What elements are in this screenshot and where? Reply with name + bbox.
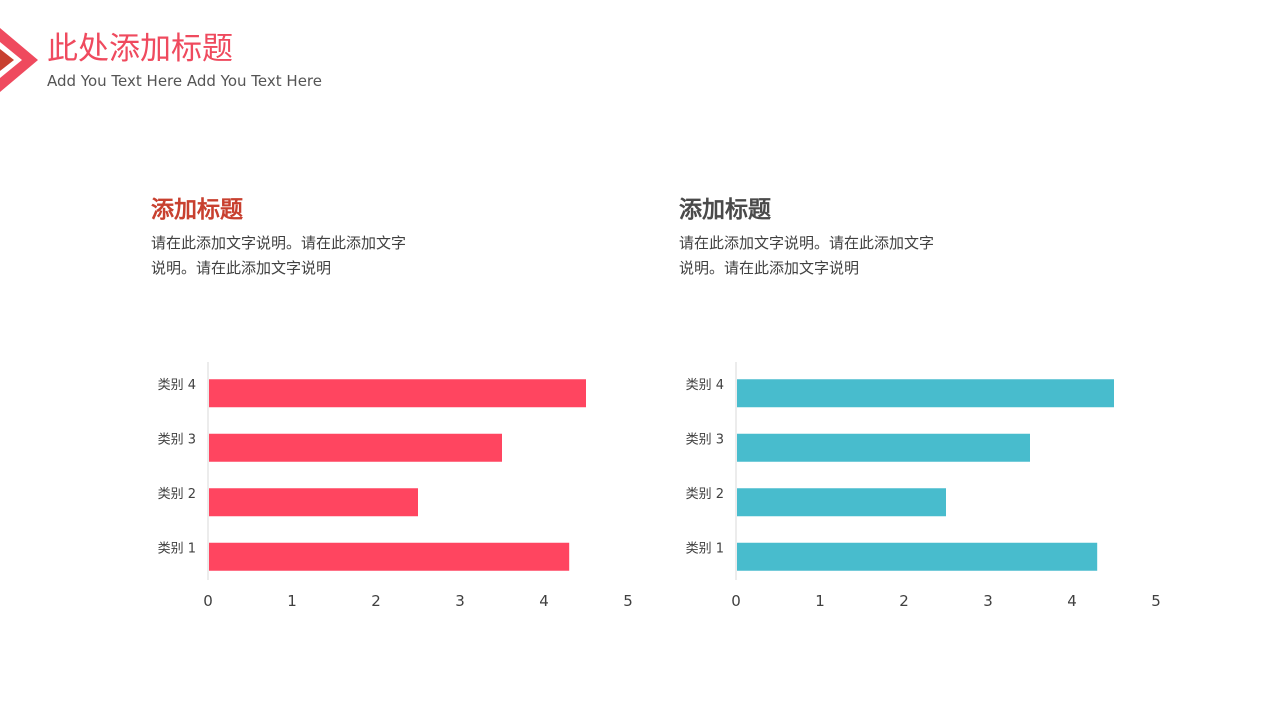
- bar-chart-left-svg: 类别 1 类别 2 类别 3 类别 4 0 1 2 3 4 5: [158, 362, 633, 610]
- description-line-1: 请在此添加文字说明。请在此添加文字: [151, 234, 407, 252]
- bar-chart-right-svg: 类别 1 类别 2 类别 3 类别 4 0 1 2 3 4 5: [686, 362, 1161, 610]
- bar-4: [737, 379, 1114, 408]
- description-line-2: 说明。请在此添加文字说明: [151, 259, 332, 277]
- bar-1: [209, 542, 570, 571]
- bar-2: [737, 488, 946, 517]
- category-label: 类别 2: [158, 487, 196, 502]
- bar-3: [737, 433, 1030, 462]
- category-label: 类别 4: [158, 378, 196, 393]
- section-description-left: 请在此添加文字说明。请在此添加文字 说明。请在此添加文字说明: [151, 231, 441, 281]
- category-label: 类别 3: [686, 432, 724, 447]
- bar-chart-left: 类别 1 类别 2 类别 3 类别 4 0 1 2 3 4 5: [140, 350, 660, 620]
- section-title-right: 添加标题: [679, 197, 771, 223]
- x-tick-label: 5: [623, 592, 633, 610]
- x-tick-label: 3: [983, 592, 993, 610]
- category-label: 类别 2: [686, 487, 724, 502]
- x-tick-label: 4: [539, 592, 549, 610]
- description-line-2: 说明。请在此添加文字说明: [679, 259, 860, 277]
- description-line-1: 请在此添加文字说明。请在此添加文字: [679, 234, 935, 252]
- x-tick-label: 1: [815, 592, 825, 610]
- category-label: 类别 4: [686, 378, 724, 393]
- category-label: 类别 1: [158, 541, 196, 556]
- section-description-right: 请在此添加文字说明。请在此添加文字 说明。请在此添加文字说明: [679, 231, 969, 281]
- x-tick-label: 0: [731, 592, 741, 610]
- x-tick-label: 2: [899, 592, 909, 610]
- x-tick-label: 4: [1067, 592, 1077, 610]
- category-label: 类别 3: [158, 432, 196, 447]
- x-tick-label: 1: [287, 592, 297, 610]
- bar-2: [209, 488, 418, 517]
- x-tick-label: 5: [1151, 592, 1161, 610]
- bar-3: [209, 433, 502, 462]
- bar-chart-right: 类别 1 类别 2 类别 3 类别 4 0 1 2 3 4 5: [668, 350, 1188, 620]
- x-tick-label: 2: [371, 592, 381, 610]
- x-tick-label: 0: [203, 592, 213, 610]
- chevron-right-icon: [0, 28, 38, 92]
- x-tick-label: 3: [455, 592, 465, 610]
- category-label: 类别 1: [686, 541, 724, 556]
- page-title: 此处添加标题: [47, 31, 233, 67]
- page-subtitle: Add You Text Here Add You Text Here: [47, 72, 322, 90]
- bar-1: [737, 542, 1098, 571]
- bar-4: [209, 379, 586, 408]
- section-title-left: 添加标题: [151, 197, 243, 223]
